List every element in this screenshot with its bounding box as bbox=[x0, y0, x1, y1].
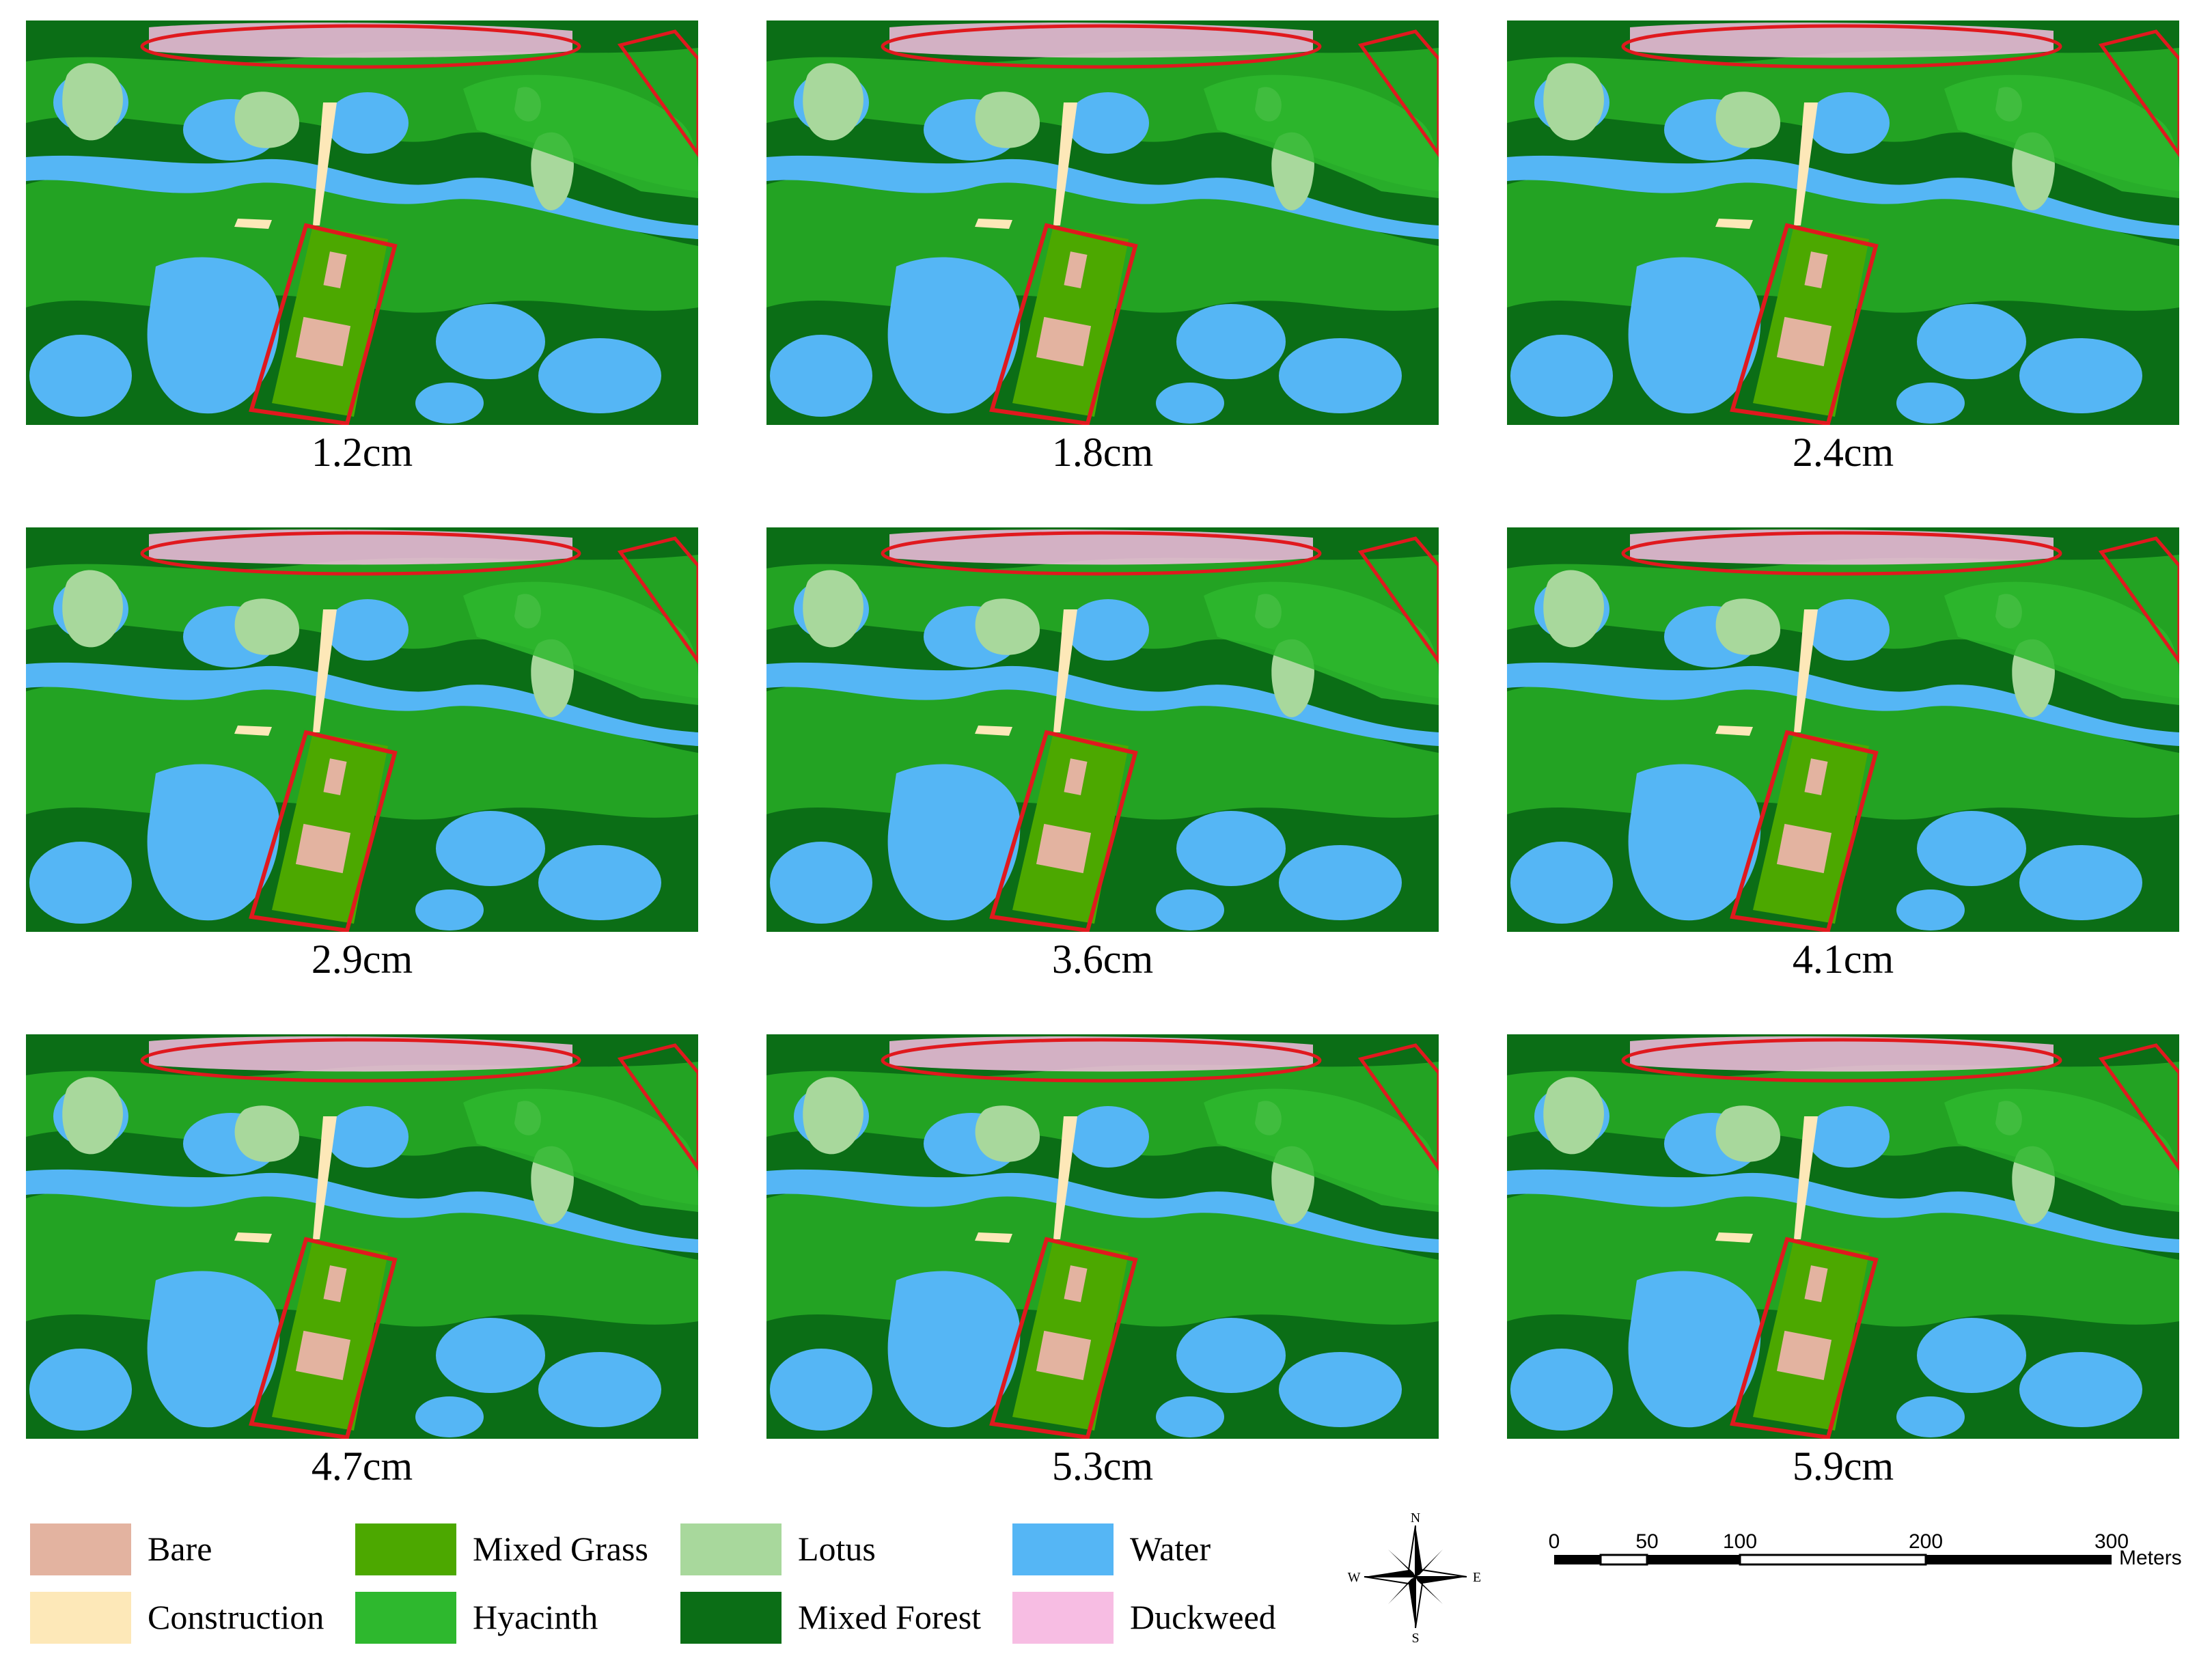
scale-tick-0: 0 bbox=[1549, 1530, 1560, 1553]
classification-map bbox=[766, 1034, 1439, 1439]
highlight-rectangle bbox=[1730, 1237, 1879, 1439]
compass-west: W bbox=[1348, 1570, 1361, 1585]
highlight-rectangle bbox=[989, 1237, 1138, 1439]
legend-label: Construction bbox=[148, 1598, 324, 1636]
map-panel bbox=[766, 1034, 1439, 1439]
scale-unit: Meters bbox=[2119, 1547, 2182, 1569]
highlight-ellipse bbox=[140, 1038, 581, 1083]
legend-label: Bare bbox=[148, 1530, 212, 1568]
legend-label: Duckweed bbox=[1130, 1598, 1276, 1636]
highlight-corner bbox=[617, 536, 698, 665]
highlight-ellipse bbox=[881, 1038, 1322, 1083]
compass-east: E bbox=[1473, 1570, 1481, 1585]
highlight-corner bbox=[2098, 1043, 2179, 1172]
legend-swatch bbox=[30, 1523, 131, 1575]
legend-swatch bbox=[1012, 1592, 1114, 1644]
classification-map bbox=[1507, 1034, 2179, 1439]
map-panel bbox=[1507, 527, 2179, 932]
scale-bar: 0 50 100 200 300 Meters bbox=[1549, 1530, 2182, 1569]
scale-tick-50: 50 bbox=[1635, 1530, 1658, 1553]
classification-map bbox=[1507, 20, 2179, 425]
highlight-corner bbox=[1357, 29, 1439, 158]
map-resolution-label: 5.3cm bbox=[1051, 1444, 1154, 1489]
highlight-ellipse bbox=[881, 531, 1322, 576]
highlight-corner bbox=[2098, 536, 2179, 665]
highlight-corner bbox=[1357, 1043, 1439, 1172]
map-resolution-label: 3.6cm bbox=[1051, 937, 1154, 982]
legend-swatch bbox=[1012, 1523, 1114, 1575]
highlight-corner bbox=[617, 1043, 698, 1172]
legend-label: Hyacinth bbox=[473, 1598, 598, 1636]
classification-map bbox=[26, 1034, 698, 1439]
map-panel bbox=[26, 1034, 698, 1439]
legend-label: Water bbox=[1130, 1530, 1211, 1568]
map-panel bbox=[766, 20, 1439, 425]
map-resolution-label: 1.2cm bbox=[311, 430, 413, 475]
map-resolution-label: 1.8cm bbox=[1051, 430, 1154, 475]
highlight-ellipse bbox=[1621, 531, 2062, 576]
highlight-ellipse bbox=[140, 531, 581, 576]
highlight-rectangle bbox=[1730, 223, 1879, 425]
highlight-rectangle bbox=[989, 730, 1138, 932]
legend-swatch bbox=[355, 1523, 456, 1575]
classification-map bbox=[26, 20, 698, 425]
classification-map bbox=[1507, 527, 2179, 932]
legend-swatch bbox=[680, 1592, 782, 1644]
compass-north: N bbox=[1411, 1511, 1420, 1526]
map-resolution-label: 2.4cm bbox=[1792, 430, 1894, 475]
classification-map bbox=[26, 527, 698, 932]
highlight-rectangle bbox=[249, 730, 398, 932]
map-resolution-label: 2.9cm bbox=[311, 937, 413, 982]
highlight-rectangle bbox=[249, 1237, 398, 1439]
classification-map bbox=[766, 20, 1439, 425]
map-panel bbox=[1507, 20, 2179, 425]
highlight-corner bbox=[617, 29, 698, 158]
highlight-ellipse bbox=[881, 24, 1322, 69]
legend-label: Lotus bbox=[798, 1530, 876, 1568]
highlight-ellipse bbox=[1621, 1038, 2062, 1083]
map-panel bbox=[1507, 1034, 2179, 1439]
legend-label: Mixed Forest bbox=[798, 1598, 982, 1636]
scale-tick-300: 300 bbox=[2095, 1530, 2129, 1553]
scale-tick-200: 200 bbox=[1909, 1530, 1943, 1553]
highlight-corner bbox=[1357, 536, 1439, 665]
map-resolution-label: 5.9cm bbox=[1792, 1444, 1894, 1489]
compass-south: S bbox=[1411, 1631, 1419, 1645]
legend-label: Mixed Grass bbox=[473, 1530, 648, 1568]
highlight-rectangle bbox=[1730, 730, 1879, 932]
scale-tick-100: 100 bbox=[1723, 1530, 1757, 1553]
map-panel bbox=[26, 20, 698, 425]
map-panel bbox=[766, 527, 1439, 932]
legend-swatch bbox=[355, 1592, 456, 1644]
compass-rose-icon: N S E W bbox=[1348, 1511, 1482, 1645]
legend-swatch bbox=[680, 1523, 782, 1575]
highlight-ellipse bbox=[140, 24, 581, 69]
classification-map bbox=[766, 527, 1439, 932]
highlight-corner bbox=[2098, 29, 2179, 158]
highlight-rectangle bbox=[249, 223, 398, 425]
map-resolution-label: 4.1cm bbox=[1792, 937, 1894, 982]
legend-swatch bbox=[30, 1592, 131, 1644]
highlight-rectangle bbox=[989, 223, 1138, 425]
map-panel bbox=[26, 527, 698, 932]
map-resolution-label: 4.7cm bbox=[311, 1444, 413, 1489]
highlight-ellipse bbox=[1621, 24, 2062, 69]
